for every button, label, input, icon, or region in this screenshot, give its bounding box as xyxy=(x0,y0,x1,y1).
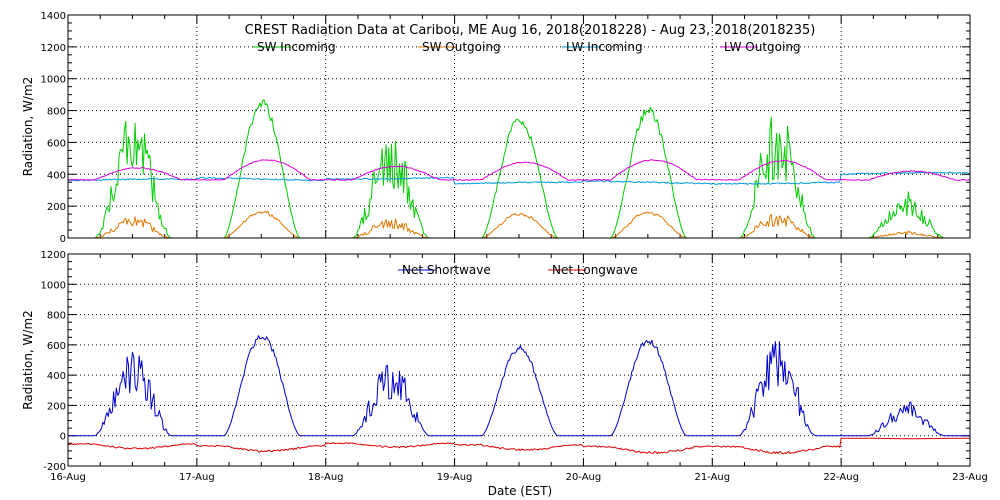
legend-label: LW Incoming xyxy=(566,40,643,54)
y-tick-label: 800 xyxy=(47,311,66,322)
bottom-panel: -200 0 200 400 600 800 1000 1200 16-Aug 17-Aug 18-… xyxy=(21,250,988,483)
y-tick-label: 600 xyxy=(47,138,66,149)
y-tick-label: 600 xyxy=(47,341,66,352)
series-line-lw-outgoing xyxy=(68,159,970,181)
y-tick-label: 400 xyxy=(47,371,66,382)
x-tick-label: 22-Aug xyxy=(823,472,859,483)
x-tick-label: 23-Aug xyxy=(952,472,988,483)
series-line-sw-incoming xyxy=(68,99,970,238)
y-tick-label: 1400 xyxy=(41,11,66,22)
chart-title: CREST Radiation Data at Caribou, ME Aug … xyxy=(245,23,816,38)
x-axis-title: Date (EST) xyxy=(488,484,552,498)
x-tick-label: 18-Aug xyxy=(308,472,344,483)
series-line-net-shortwave xyxy=(68,335,970,437)
legend-label: Net Shortwave xyxy=(402,263,491,277)
y-tick-label: 0 xyxy=(60,234,66,245)
series-line-net-longwave xyxy=(68,437,970,455)
x-tick-label: 19-Aug xyxy=(437,472,473,483)
x-tick-label: 21-Aug xyxy=(694,472,730,483)
x-tick-label: 20-Aug xyxy=(566,472,602,483)
y-tick-label: 800 xyxy=(47,107,66,118)
legend-label: SW Outgoing xyxy=(422,40,501,54)
x-tick-label: 16-Aug xyxy=(50,472,86,483)
series-line-sw-outgoing xyxy=(68,210,970,238)
top-panel: 0 200 400 600 800 1000 1200 1400 Radiation, W/m2… xyxy=(21,11,971,245)
x-tick-label: 17-Aug xyxy=(179,472,215,483)
y-tick-label: 1000 xyxy=(41,75,66,86)
y-tick-label: 0 xyxy=(60,432,66,443)
plot-frame xyxy=(67,14,971,239)
y-tick-label: 200 xyxy=(47,202,66,213)
y-tick-label: 1200 xyxy=(41,250,66,261)
y-tick-label: -200 xyxy=(43,462,66,473)
legend-label: SW Incoming xyxy=(257,40,336,54)
series-line-lw-incoming xyxy=(68,171,970,185)
y-tick-label: 1200 xyxy=(41,43,66,54)
y-tick-label: 1000 xyxy=(41,280,66,291)
y-axis-title: Radiation, W/m2 xyxy=(21,77,35,177)
plot-frame xyxy=(67,253,971,467)
y-tick-label: 200 xyxy=(47,401,66,412)
y-axis-title: Radiation, W/m2 xyxy=(21,310,35,410)
y-tick-label: 400 xyxy=(47,170,66,181)
legend-label: LW Outgoing xyxy=(724,40,801,54)
legend-label: Net Longwave xyxy=(552,263,638,277)
